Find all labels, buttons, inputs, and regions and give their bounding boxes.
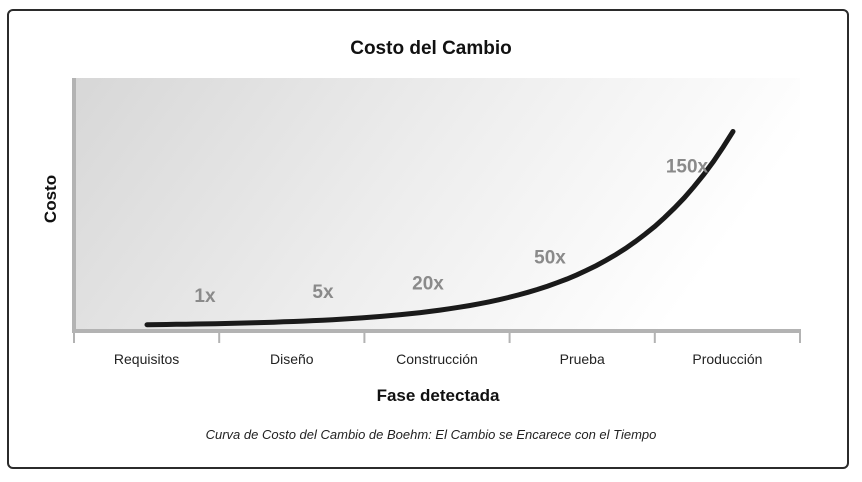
data-label-diseño: 5x	[312, 282, 334, 303]
x-tick-label: Diseño	[270, 351, 314, 367]
x-tick-label: Prueba	[560, 351, 605, 367]
data-label-producción: 150x	[666, 157, 709, 178]
chart-caption: Curva de Costo del Cambio de Boehm: El C…	[206, 427, 657, 442]
x-axis-ticks	[73, 331, 801, 343]
data-labels: 1x 5x 20x 50x 150x	[194, 157, 708, 307]
x-axis-tick-labels: Requisitos Diseño Construcción Prueba Produc…	[114, 351, 763, 367]
cost-curve-series-line	[144, 129, 736, 328]
data-label-construcción: 20x	[412, 274, 444, 295]
x-axis-label: Fase detectada	[377, 386, 500, 405]
x-tick-label: Construcción	[396, 351, 478, 367]
x-tick-label: Requisitos	[114, 351, 179, 367]
x-tick-label: Producción	[692, 351, 762, 367]
chart-title: Costo del Cambio	[350, 38, 512, 59]
y-axis-label: Costo	[41, 175, 60, 223]
data-label-requisitos: 1x	[194, 286, 216, 307]
data-label-prueba: 50x	[534, 247, 566, 268]
